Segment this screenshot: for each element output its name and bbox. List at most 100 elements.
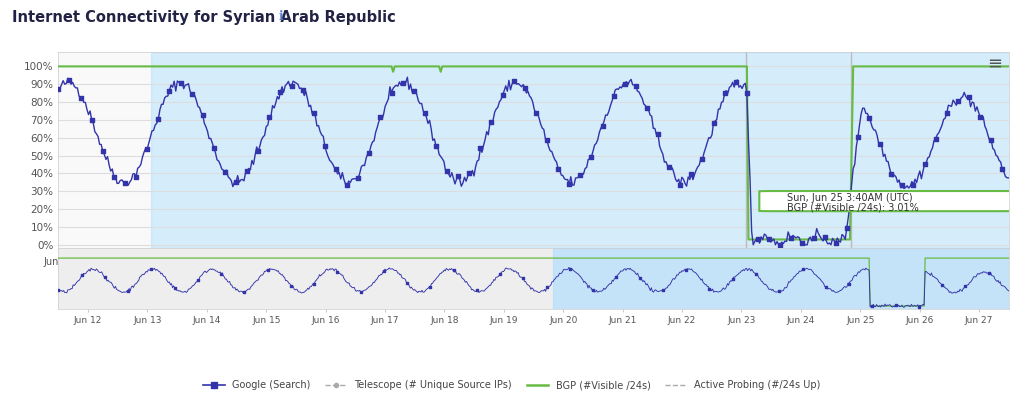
Point	[50, 286, 67, 293]
Point	[748, 270, 764, 277]
Point	[417, 109, 433, 116]
Point	[139, 146, 156, 152]
Point	[339, 182, 355, 188]
Text: ℹ: ℹ	[279, 10, 284, 23]
Point	[910, 304, 927, 310]
Point	[361, 150, 378, 156]
Point	[117, 179, 133, 186]
Point	[961, 94, 977, 100]
Point	[295, 87, 311, 93]
Point	[561, 181, 578, 187]
Point	[717, 90, 733, 96]
FancyBboxPatch shape	[760, 191, 1017, 211]
Point	[50, 86, 67, 92]
Point	[328, 166, 344, 172]
Point	[394, 80, 411, 87]
Point	[61, 77, 78, 84]
Point	[461, 170, 477, 176]
Point	[861, 114, 878, 121]
Point	[539, 284, 555, 291]
Point	[584, 154, 600, 160]
Point	[841, 280, 857, 287]
Point	[608, 273, 625, 280]
Point	[827, 239, 844, 246]
Bar	[152, 52, 1020, 248]
X-axis label: Time (UTC): Time (UTC)	[501, 270, 566, 283]
Point	[678, 267, 694, 273]
Point	[654, 287, 671, 293]
Point	[330, 269, 346, 275]
Point	[672, 182, 688, 188]
Point	[239, 168, 255, 174]
Point	[972, 114, 988, 120]
Point	[261, 113, 278, 120]
Point	[272, 89, 289, 95]
Point	[872, 141, 889, 147]
Point	[259, 267, 275, 273]
Point	[949, 98, 966, 104]
Point	[283, 283, 299, 289]
Point	[816, 234, 833, 240]
Point	[469, 287, 485, 294]
Point	[305, 110, 322, 116]
Point	[350, 175, 367, 182]
Point	[594, 122, 610, 129]
Point	[483, 119, 500, 125]
Point	[888, 301, 904, 308]
Point	[725, 276, 741, 282]
Point	[864, 303, 881, 309]
Point	[994, 166, 1011, 173]
Point	[372, 114, 388, 120]
Point	[450, 173, 466, 180]
Point	[894, 181, 910, 188]
Point	[399, 280, 416, 286]
Point	[516, 85, 532, 91]
Point	[237, 289, 253, 296]
Point	[694, 156, 711, 162]
Point	[217, 168, 233, 175]
Point	[761, 236, 777, 243]
Point	[750, 236, 766, 242]
Point	[850, 134, 866, 140]
Point	[527, 109, 544, 116]
Point	[572, 172, 589, 178]
Point	[284, 83, 300, 89]
Point	[172, 80, 188, 87]
Point	[983, 137, 999, 143]
Point	[772, 241, 788, 248]
Point	[151, 116, 167, 122]
Point	[562, 265, 579, 272]
Point	[84, 117, 100, 123]
Point	[472, 145, 488, 152]
Point	[352, 288, 369, 295]
Point	[316, 143, 333, 150]
Point	[839, 225, 855, 231]
Point	[189, 276, 206, 283]
Point	[506, 78, 522, 85]
Point	[605, 93, 622, 99]
Point	[445, 267, 462, 273]
Point	[143, 265, 160, 272]
Point	[728, 79, 744, 85]
Point	[406, 88, 422, 94]
Point	[495, 92, 511, 98]
Point	[515, 275, 531, 282]
Point	[706, 119, 722, 126]
Point	[206, 145, 222, 151]
Text: ≡: ≡	[987, 54, 1002, 72]
Point	[883, 171, 899, 178]
Point	[492, 271, 508, 277]
Point	[550, 165, 566, 172]
Point	[128, 174, 144, 180]
Point	[228, 179, 245, 185]
Point	[428, 142, 444, 149]
Point	[738, 90, 755, 97]
Point	[422, 284, 438, 290]
Point	[660, 164, 677, 170]
Point	[539, 137, 555, 144]
Point	[817, 284, 834, 290]
Point	[905, 181, 922, 188]
Point	[934, 282, 950, 288]
Point	[195, 111, 211, 118]
Point	[928, 136, 944, 142]
